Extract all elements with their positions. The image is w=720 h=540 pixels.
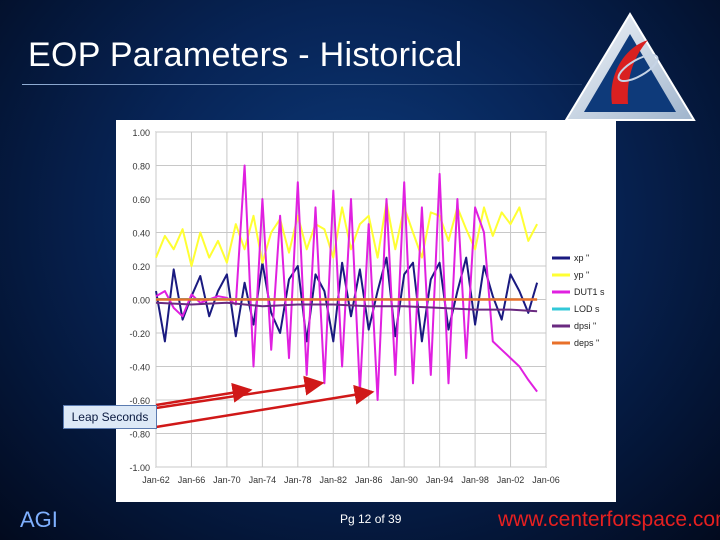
leap-seconds-label: Leap Seconds — [63, 405, 157, 429]
y-tick-label: 0.00 — [132, 296, 150, 306]
x-tick-label: Jan-02 — [497, 475, 525, 485]
y-tick-label: 0.20 — [132, 262, 150, 272]
y-tick-label: -0.20 — [129, 329, 150, 339]
x-axis-ticks: Jan-62 Jan-66 Jan-70 Jan-74 Jan-78 Jan-82 Jan-… — [142, 475, 560, 485]
agi-logo-icon — [564, 12, 696, 121]
slide-title: EOP Parameters - Historical — [28, 36, 463, 74]
legend-label: deps " — [574, 338, 599, 348]
series-line-2 — [155, 164, 538, 401]
y-tick-label: 0.40 — [132, 229, 150, 239]
x-tick-label: Jan-98 — [461, 475, 489, 485]
x-tick-label: Jan-66 — [178, 475, 206, 485]
series-line-4 — [155, 301, 538, 313]
legend-label: LOD s — [574, 304, 600, 314]
x-tick-label: Jan-70 — [213, 475, 241, 485]
y-tick-label: 0.60 — [132, 195, 150, 205]
y-axis-ticks: 1.00 0.80 0.60 0.40 0.20 0.00 -0.20 -0.40 -0.60 -… — [129, 128, 150, 473]
x-tick-label: Jan-94 — [426, 475, 454, 485]
eop-line-chart: 1.00 0.80 0.60 0.40 0.20 0.00 -0.20 -0.40 -0.60 -… — [129, 128, 605, 485]
x-tick-label: Jan-62 — [142, 475, 170, 485]
chart-series — [155, 164, 539, 401]
y-tick-label: -0.60 — [129, 396, 150, 406]
x-tick-label: Jan-90 — [390, 475, 418, 485]
legend-label: DUT1 s — [574, 287, 605, 297]
legend-label: yp " — [574, 270, 589, 280]
title-divider — [22, 84, 582, 85]
footer-company: AGI — [20, 507, 58, 532]
legend-label: dpsi " — [574, 321, 596, 331]
eop-chart: 1.00 0.80 0.60 0.40 0.20 0.00 -0.20 -0.40 -0.60 -… — [116, 120, 616, 502]
y-tick-label: 1.00 — [132, 128, 150, 138]
y-tick-label: -0.40 — [129, 363, 150, 373]
x-tick-label: Jan-78 — [284, 475, 312, 485]
y-tick-label: 0.80 — [132, 162, 150, 172]
footer-page-number: Pg 12 of 39 — [340, 512, 402, 526]
x-tick-label: Jan-74 — [249, 475, 277, 485]
legend-label: xp " — [574, 253, 589, 263]
footer-url: www.centerforspace.com — [498, 508, 720, 531]
x-tick-label: Jan-86 — [355, 475, 383, 485]
chart-legend: xp " yp " DUT1 s LOD s dpsi " deps " — [552, 253, 605, 348]
x-tick-label: Jan-82 — [320, 475, 348, 485]
y-tick-label: -0.80 — [129, 430, 150, 440]
y-tick-label: -1.00 — [129, 463, 150, 473]
x-tick-label: Jan-06 — [532, 475, 560, 485]
